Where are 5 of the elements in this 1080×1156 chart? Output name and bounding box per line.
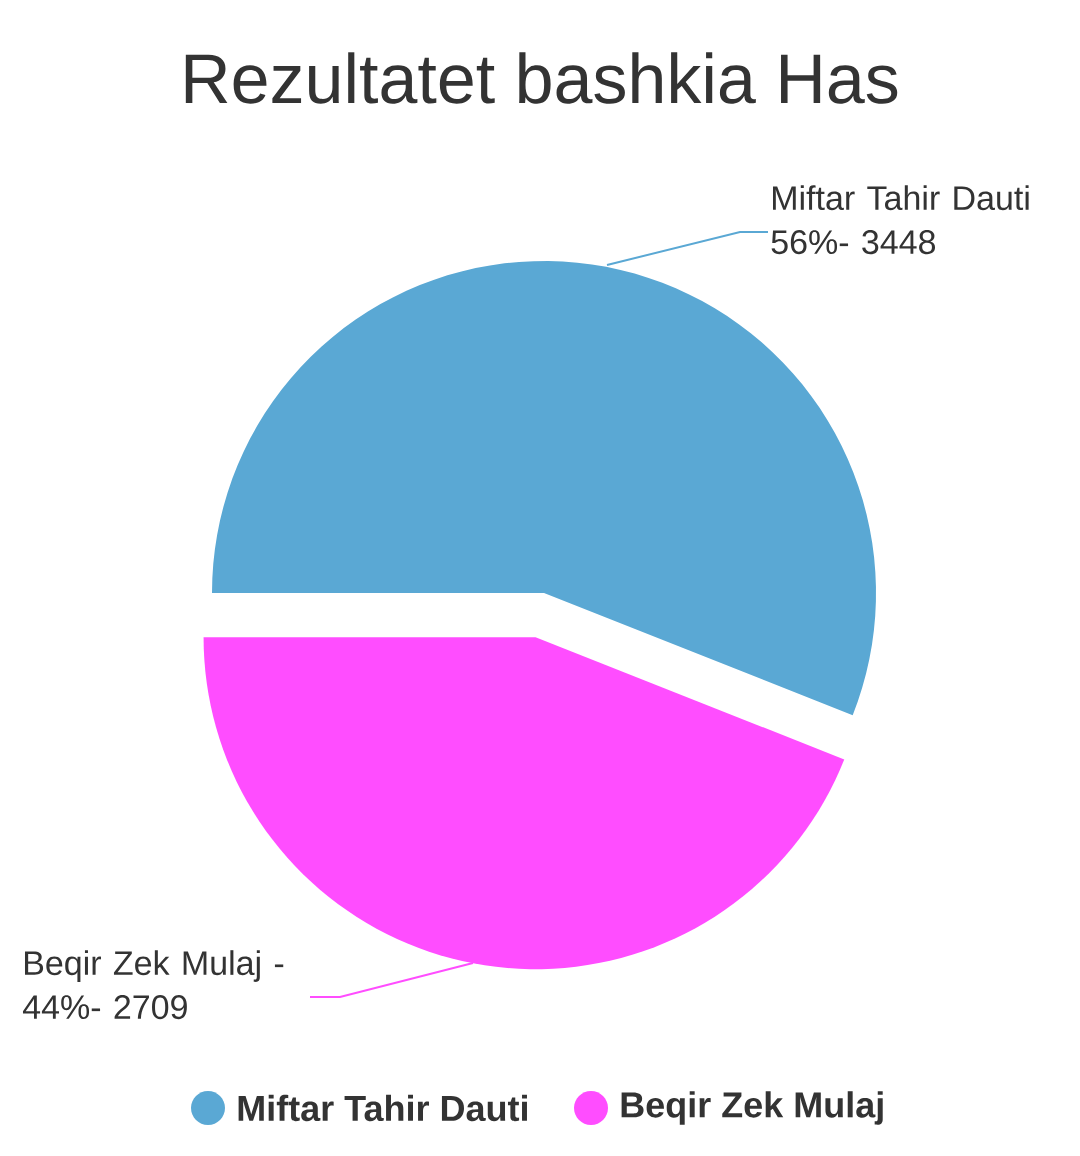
legend-label: Beqir Zek Mulaj [621, 1091, 883, 1125]
legend-label: Miftar Tahir Dauti [238, 1094, 527, 1122]
chart-title: Rezultatet bashkia Has [185, 52, 898, 104]
text: Beqir Zek Mulaj - 44%- 2709 [22, 950, 284, 1020]
text: Miftar Tahir Dauti 56%- 3448 [771, 185, 1029, 255]
